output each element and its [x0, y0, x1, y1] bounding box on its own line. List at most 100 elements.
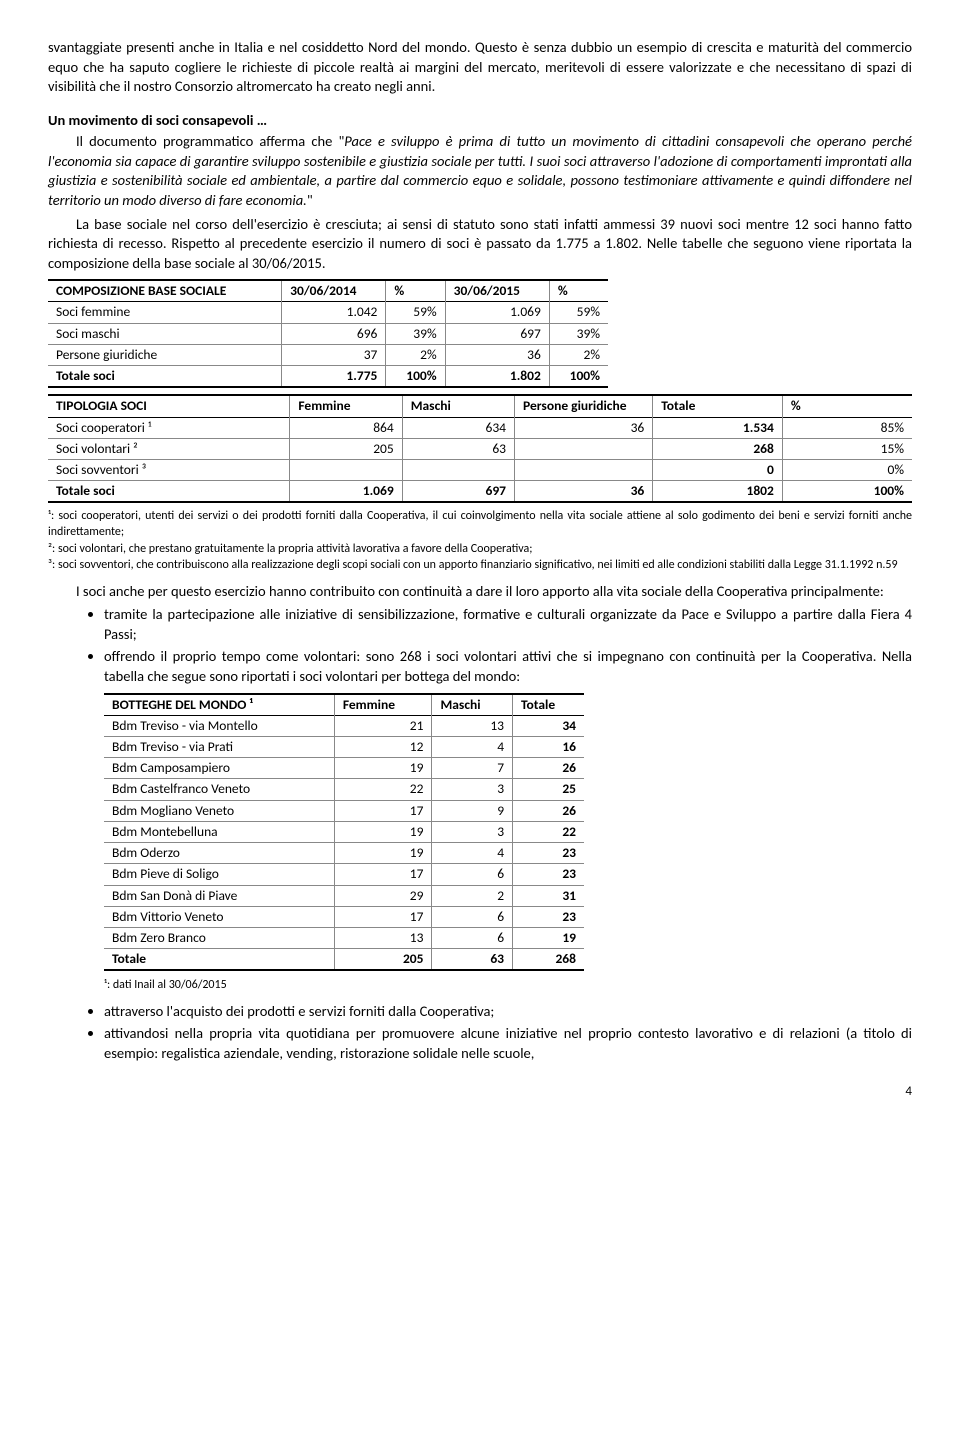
table-cell: 23 [513, 906, 584, 927]
table-cell: 63 [432, 949, 513, 971]
table-cell: 39% [386, 323, 445, 344]
bullet-item: attraverso l'acquisto dei prodotti e ser… [104, 1002, 912, 1022]
table-cell: 205 [334, 949, 432, 971]
table-cell: 6 [432, 864, 513, 885]
table-cell: 7 [432, 758, 513, 779]
table-cell: 12 [334, 737, 432, 758]
table-cell: 13 [432, 715, 513, 736]
table-row: Bdm Treviso - via Prati12416 [104, 737, 584, 758]
col-header: Totale [513, 694, 584, 716]
table-cell: 21 [334, 715, 432, 736]
table-cell: 696 [282, 323, 386, 344]
table-cell: 31 [513, 885, 584, 906]
table-row: Bdm Pieve di Soligo17623 [104, 864, 584, 885]
table-row: Soci femmine1.04259%1.06959% [48, 302, 608, 323]
table-cell: Bdm Camposampiero [104, 758, 334, 779]
footnote: ³: soci sovventori, che contribuiscono a… [48, 558, 912, 574]
table-cell: 15% [782, 438, 912, 459]
table-cell: 1.534 [653, 417, 783, 438]
col-header: COMPOSIZIONE BASE SOCIALE [48, 280, 282, 302]
table-cell: 697 [402, 481, 514, 503]
table-cell: 36 [515, 417, 653, 438]
bullet-item: tramite la partecipazione alle iniziativ… [104, 605, 912, 644]
table-cell: 29 [334, 885, 432, 906]
table-cell: 19 [334, 758, 432, 779]
footnote: ²: soci volontari, che prestano gratuita… [48, 542, 912, 558]
table-cell: 19 [334, 843, 432, 864]
table-cell: 22 [334, 779, 432, 800]
table-cell: 9 [432, 800, 513, 821]
table-cell: 85% [782, 417, 912, 438]
bullet-item: attivandosi nella propria vita quotidian… [104, 1024, 912, 1063]
table-cell: 17 [334, 800, 432, 821]
table-header-row: TIPOLOGIA SOCI Femmine Maschi Persone gi… [48, 395, 912, 417]
table-row: Bdm Oderzo19423 [104, 843, 584, 864]
text-plain: Il documento programmatico afferma che " [76, 132, 344, 150]
table-cell: 37 [282, 344, 386, 365]
table-cell: 268 [653, 438, 783, 459]
table-cell: Bdm Treviso - via Montello [104, 715, 334, 736]
table-cell: 1.042 [282, 302, 386, 323]
table-cell: 1.775 [282, 366, 386, 388]
col-header: % [386, 280, 445, 302]
table-row: Bdm Vittorio Veneto17623 [104, 906, 584, 927]
table-row: Bdm Camposampiero19726 [104, 758, 584, 779]
page-number: 4 [48, 1083, 912, 1101]
table-row: Bdm Mogliano Veneto17926 [104, 800, 584, 821]
table-cell: 17 [334, 864, 432, 885]
bullet-list-1: tramite la partecipazione alle iniziativ… [48, 605, 912, 686]
table-row: Bdm Castelfranco Veneto22325 [104, 779, 584, 800]
table-row: Soci sovventori ³00% [48, 459, 912, 480]
col-header: BOTTEGHE DEL MONDO ¹ [104, 694, 334, 716]
col-header: Maschi [402, 395, 514, 417]
table-cell: 268 [513, 949, 584, 971]
table-cell: 4 [432, 737, 513, 758]
table-row: Soci volontari ²2056326815% [48, 438, 912, 459]
table-cell: 6 [432, 927, 513, 948]
table-cell: Soci volontari ² [48, 438, 290, 459]
table-cell: 19 [334, 821, 432, 842]
table-cell: Bdm Treviso - via Prati [104, 737, 334, 758]
col-header: 30/06/2014 [282, 280, 386, 302]
table-cell: 1.069 [445, 302, 549, 323]
table-cell [402, 459, 514, 480]
table-cell: Bdm Castelfranco Veneto [104, 779, 334, 800]
table-cell: 25 [513, 779, 584, 800]
table-cell: 26 [513, 758, 584, 779]
table-cell: Soci femmine [48, 302, 282, 323]
table-cell: 2% [549, 344, 608, 365]
table-cell: Bdm Zero Branco [104, 927, 334, 948]
table-cell: 0% [782, 459, 912, 480]
col-header: 30/06/2015 [445, 280, 549, 302]
table-cell: Totale soci [48, 481, 290, 503]
table-row: Soci maschi69639%69739% [48, 323, 608, 344]
table-cell: Bdm Pieve di Soligo [104, 864, 334, 885]
table-cell: 63 [402, 438, 514, 459]
table-cell: 100% [549, 366, 608, 388]
table-row: Persone giuridiche372%362% [48, 344, 608, 365]
table-header-row: COMPOSIZIONE BASE SOCIALE 30/06/2014 % 3… [48, 280, 608, 302]
section-heading: Un movimento di soci consapevoli … [48, 111, 912, 131]
table-cell: 59% [549, 302, 608, 323]
table-cell: Soci cooperatori ¹ [48, 417, 290, 438]
table-cell: 23 [513, 843, 584, 864]
section1-p1: Il documento programmatico afferma che "… [48, 132, 912, 210]
table-cell: Totale [104, 949, 334, 971]
col-header: % [549, 280, 608, 302]
col-header: Maschi [432, 694, 513, 716]
table-cell: 0 [653, 459, 783, 480]
table-cell [515, 438, 653, 459]
table-cell: 1.802 [445, 366, 549, 388]
table-cell: 1.069 [290, 481, 402, 503]
col-header: % [782, 395, 912, 417]
table-cell: 697 [445, 323, 549, 344]
table-header-row: BOTTEGHE DEL MONDO ¹ Femmine Maschi Tota… [104, 694, 584, 716]
footnote-table3: ¹: dati Inail al 30/06/2015 [104, 977, 912, 993]
col-header: Totale [653, 395, 783, 417]
table-cell [515, 459, 653, 480]
table-cell: 17 [334, 906, 432, 927]
table-cell: 100% [386, 366, 445, 388]
table-cell: 864 [290, 417, 402, 438]
table-row: Bdm Zero Branco13619 [104, 927, 584, 948]
table-cell: 634 [402, 417, 514, 438]
